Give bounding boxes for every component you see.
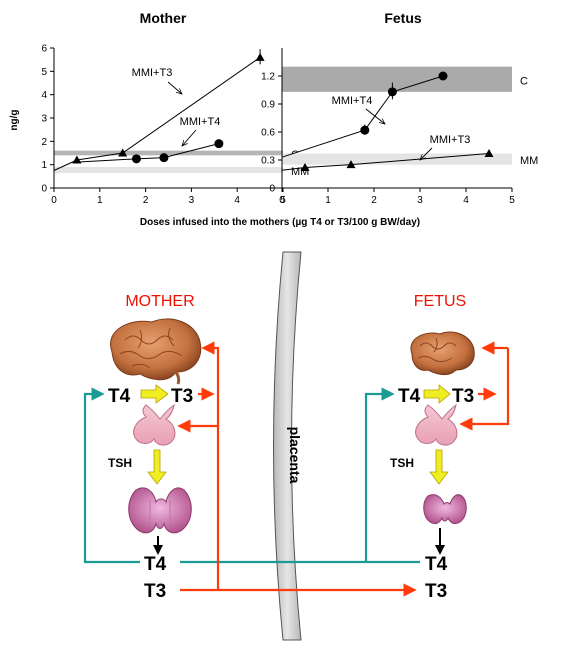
fetus-series-label: MMI+T3 <box>430 134 471 146</box>
fetus-y-tick-label: 0 <box>269 184 275 195</box>
placenta-barrier <box>273 251 302 641</box>
mother-y-axis-label: ng/g <box>9 109 20 130</box>
fetus-pituitary-icon <box>415 403 458 446</box>
fetus-y-tick-label: 0.9 <box>261 100 275 111</box>
fetus-x-tick-label: 1 <box>325 195 331 206</box>
fetus-y-tick-label: 0.3 <box>261 156 275 167</box>
mother-band-c <box>54 150 283 156</box>
t3-transport-pathway <box>177 341 510 597</box>
mother-series-line-0 <box>53 56 261 171</box>
mother-series-label: MMI+T4 <box>180 116 221 128</box>
fetus-label: FETUS <box>414 293 466 310</box>
mother-y-tick-label: 3 <box>41 114 47 125</box>
fetus-deiodination-arrow <box>423 384 451 404</box>
mother-data-point <box>159 153 169 163</box>
mother-t3-label: T3 <box>171 386 193 407</box>
mother-y-tick-label: 4 <box>41 90 47 101</box>
shared-x-axis-label: Doses infused into the mothers (µg T4 or… <box>140 217 420 228</box>
mother-deiodination-arrow <box>140 384 169 404</box>
mother-x-tick-label: 1 <box>97 195 103 206</box>
fetus-x-tick-label: 2 <box>371 195 377 206</box>
fetus-brain-icon <box>410 331 475 376</box>
mother-series-line-1 <box>72 143 220 163</box>
fetus-thyroid-icon <box>423 494 467 525</box>
mother-circulating-t4: T4 <box>144 554 167 575</box>
fetus-data-point <box>300 162 310 171</box>
fetus-data-point <box>438 71 448 81</box>
mother-circulating-t3: T3 <box>144 581 166 602</box>
mother-series-pointer <box>167 81 182 94</box>
mother-x-tick-label: 5 <box>280 195 286 206</box>
fetus-chart-title: Fetus <box>384 10 422 26</box>
mother-chart-title: Mother <box>140 10 187 26</box>
mother-x-tick-label: 2 <box>143 195 149 206</box>
fetus-t3-label: T3 <box>452 386 474 407</box>
fetus-x-tick-label: 3 <box>417 195 423 206</box>
fetus-data-point <box>346 160 356 169</box>
mother-y-tick-label: 6 <box>41 44 47 55</box>
mother-label: MOTHER <box>125 293 194 310</box>
fetus-x-tick-label: 0 <box>279 195 285 206</box>
mother-brain-icon <box>110 318 202 385</box>
fetus-band-c <box>282 66 512 92</box>
mother-data-point <box>131 154 141 164</box>
mother-data-point <box>118 148 128 157</box>
fetus-band-mm <box>282 153 512 165</box>
fetus-x-tick-label: 5 <box>509 195 515 206</box>
t4-transport-pathway <box>83 387 420 564</box>
fetus-series-line-0 <box>281 75 444 158</box>
mother-tsh-arrow <box>147 449 167 485</box>
fetus-y-tick-label: 0.6 <box>261 128 275 139</box>
mother-tsh-label: TSH <box>108 456 132 470</box>
fetus-circulating-t4: T4 <box>425 554 448 575</box>
fetus-y-tick-label: 1.2 <box>261 72 275 83</box>
mother-y-tick-label: 5 <box>41 67 47 78</box>
fetus-series-pointer <box>365 108 385 124</box>
mother-y-tick-label: 1 <box>41 160 47 171</box>
mother-x-tick-label: 0 <box>51 195 57 206</box>
fetus-t4-label: T4 <box>398 386 421 407</box>
mother-band-mm <box>54 167 283 173</box>
mother-pituitary-icon <box>133 403 176 446</box>
mother-thyroid-icon <box>128 487 192 534</box>
fetus-band-label-c: C <box>520 75 528 87</box>
fetus-circulating-t3: T3 <box>425 581 447 602</box>
mother-series-pointer <box>182 129 197 146</box>
mother-series-label: MMI+T3 <box>132 67 173 79</box>
fetus-tsh-label: TSH <box>390 456 414 470</box>
mother-t4-label: T4 <box>108 386 131 407</box>
fetus-series-pointer <box>420 147 433 160</box>
fetus-tsh-arrow <box>429 449 449 485</box>
fetus-x-tick-label: 4 <box>463 195 469 206</box>
fetus-series-label: MMI+T4 <box>332 95 373 107</box>
mother-y-tick-label: 0 <box>41 184 47 195</box>
fetus-band-label-mm: MM <box>520 155 538 167</box>
mother-data-point <box>214 139 224 149</box>
mother-y-tick-label: 2 <box>41 137 47 148</box>
fetus-data-point <box>484 148 494 157</box>
mother-x-tick-label: 4 <box>234 195 240 206</box>
placenta-label: placenta <box>287 427 303 484</box>
mother-x-tick-label: 3 <box>189 195 195 206</box>
